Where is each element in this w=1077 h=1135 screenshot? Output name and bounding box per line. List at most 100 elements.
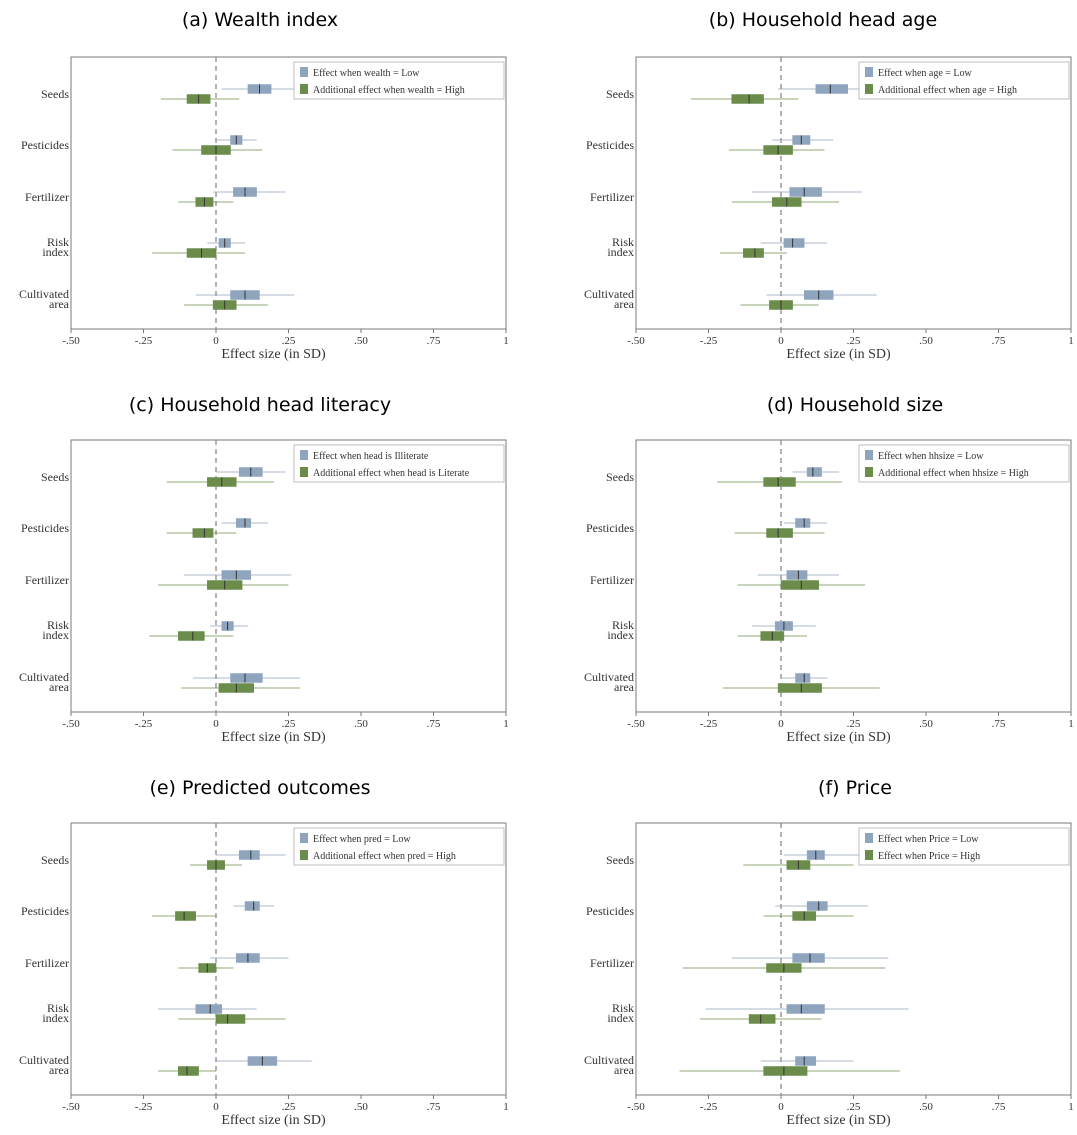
legend-entry: Effect when Price = Low (878, 834, 979, 845)
category-label: Seeds (606, 87, 634, 101)
ci90-box (175, 911, 196, 921)
chart-title: (c) Household head literacy (129, 394, 391, 416)
x-tick-label: .50 (919, 718, 933, 730)
category-label: Risk index (607, 1001, 634, 1025)
ci90-box (806, 467, 822, 477)
category-label-line: area (49, 297, 70, 311)
x-tick-label: 1 (1068, 1101, 1074, 1113)
category-label: Pesticides (21, 904, 69, 918)
category-label-line: Cultivated (19, 670, 69, 684)
category-label: Fertilizer (25, 956, 69, 970)
ci90-box (783, 238, 805, 248)
category-label-line: Risk (47, 618, 69, 632)
category-label: Risk index (42, 618, 69, 642)
ci90-box (230, 673, 263, 683)
legend-swatch (300, 450, 308, 460)
ci90-box (178, 1066, 199, 1076)
ci90-box (748, 1014, 776, 1024)
ci90-box (731, 94, 764, 104)
x-tick-label: 0 (778, 718, 784, 730)
legend-swatch (300, 67, 308, 77)
x-tick-label: 0 (213, 1101, 219, 1113)
x-tick-label: .75 (992, 718, 1006, 730)
category-label-line: area (614, 1063, 635, 1077)
category-label: Cultivated area (584, 287, 635, 311)
plot-frame (70, 822, 507, 1096)
category-label: Cultivated area (19, 670, 70, 694)
plot-frame (635, 439, 1072, 713)
x-tick-label: -.25 (135, 718, 153, 730)
ci90-box (777, 683, 822, 693)
x-tick-label: .25 (282, 718, 296, 730)
chart-panel-f: (f) Price -.50 -.25 0 .25 .50 .75 1 Effect size … (584, 777, 1074, 1128)
x-tick-label: .75 (427, 335, 441, 347)
x-tick-label: -.25 (700, 718, 718, 730)
x-tick-label: -.25 (700, 335, 718, 347)
x-tick-label: .25 (282, 1101, 296, 1113)
legend-entry: Additional effect when pred = High (313, 851, 456, 862)
x-tick-label: -.50 (627, 718, 645, 730)
category-label: Seeds (41, 853, 69, 867)
x-axis-label: Effect size (in SD) (786, 1113, 891, 1128)
x-tick-label: -.25 (700, 1101, 718, 1113)
category-label: Risk index (42, 235, 69, 259)
category-label: Pesticides (21, 521, 69, 535)
category-label: Fertilizer (25, 573, 69, 587)
x-tick-label: -.50 (62, 335, 80, 347)
x-tick-label: -.50 (627, 1101, 645, 1113)
category-label-line: Cultivated (19, 287, 69, 301)
legend-box (858, 61, 1070, 100)
category-label-line: index (42, 1011, 69, 1025)
x-axis-label: Effect size (in SD) (786, 347, 891, 362)
category-label-line: index (607, 628, 634, 642)
ci90-box (244, 901, 260, 911)
category-label: Cultivated area (19, 1053, 70, 1077)
category-label: Fertilizer (25, 190, 69, 204)
legend-entry: Effect when hhsize = Low (878, 451, 984, 462)
category-label-line: index (42, 628, 69, 642)
chart-title: (d) Household size (767, 394, 943, 416)
x-tick-label: .50 (919, 335, 933, 347)
x-tick-label: .25 (282, 335, 296, 347)
x-tick-label: .25 (847, 1101, 861, 1113)
x-tick-label: 0 (778, 335, 784, 347)
ci90-box (815, 84, 848, 94)
legend-box (858, 444, 1070, 483)
legend-box (293, 444, 505, 483)
category-label-line: Risk (612, 618, 634, 632)
chart-panel-d: (d) Household size -.50 -.25 0 .25 .50 .75 1 Eff… (584, 394, 1074, 745)
ci90-box (743, 248, 764, 258)
legend-entry: Additional effect when wealth = High (313, 85, 465, 96)
x-tick-label: .75 (427, 718, 441, 730)
legend-entry: Additional effect when head is Literate (313, 468, 470, 479)
x-axis-label: Effect size (in SD) (221, 1113, 326, 1128)
x-tick-label: 0 (778, 1101, 784, 1113)
ci90-box (236, 518, 252, 528)
category-label: Cultivated area (584, 670, 635, 694)
x-tick-label: 1 (1068, 718, 1074, 730)
x-axis-label: Effect size (in SD) (221, 730, 326, 745)
x-tick-label: .75 (992, 1101, 1006, 1113)
x-tick-label: -.25 (135, 335, 153, 347)
x-tick-label: -.50 (627, 335, 645, 347)
x-axis-label: Effect size (in SD) (786, 730, 891, 745)
legend-entry: Effect when age = Low (878, 68, 973, 79)
x-tick-label: .25 (847, 718, 861, 730)
category-label: Risk index (607, 618, 634, 642)
legend-swatch (865, 833, 873, 843)
category-label: Seeds (41, 87, 69, 101)
category-label-line: Risk (47, 235, 69, 249)
legend-entry: Additional effect when hhsize = High (878, 468, 1029, 479)
ci90-box (195, 1004, 223, 1014)
legend-swatch (865, 67, 873, 77)
ci90-box (789, 187, 822, 197)
x-tick-label: .75 (992, 335, 1006, 347)
legend-swatch (300, 833, 308, 843)
legend-box (858, 827, 1070, 866)
legend-box (293, 827, 505, 866)
category-label: Risk index (607, 235, 634, 259)
category-label-line: Risk (612, 235, 634, 249)
chart-panel-b: (b) Household head age -.50 -.25 0 .25 .50 .75… (584, 9, 1074, 362)
x-tick-label: 1 (503, 1101, 509, 1113)
